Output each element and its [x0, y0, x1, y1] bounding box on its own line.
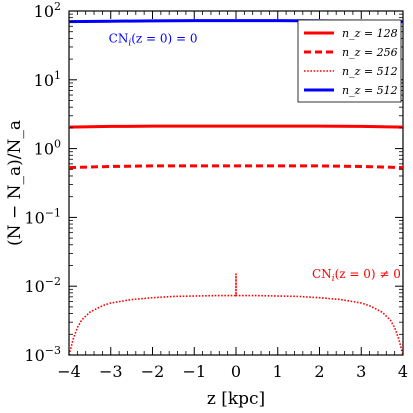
x-tick-label: −1 [182, 362, 206, 381]
y-tick-label: 102 [34, 0, 61, 21]
annotation-2: CNi(z = 0) ≠ 0 [312, 267, 401, 284]
x-tick-label: 0 [231, 362, 241, 381]
x-tick-label: 1 [273, 362, 283, 381]
x-tick-label: 2 [314, 362, 324, 381]
ticks-layer: −4 −3 −2 −1 0 1 2 3 4 10−3 10−2 10−1 100 101 102 [24, 0, 408, 381]
series-line-1 [68, 124, 404, 129]
y-axis-label: (N − N_a)/N_a [5, 120, 25, 246]
x-tick-label: −3 [99, 362, 123, 381]
legend-label-2: n_z = 256 [342, 46, 398, 59]
y-tick-label: 101 [34, 69, 61, 90]
legend-label-1: n_z = 128 [342, 27, 398, 40]
y-tick-label: 10−3 [24, 344, 61, 365]
series-line-3 [68, 273, 404, 356]
legend-label-3: n_z = 512 [342, 65, 398, 78]
x-tick-label: −4 [57, 362, 81, 381]
x-tick-label: 4 [398, 362, 408, 381]
y-tick-label: 100 [34, 138, 61, 159]
y-tick-label: 10−1 [24, 206, 61, 227]
x-tick-label: 3 [356, 362, 366, 381]
y-tick-label: 10−2 [24, 275, 61, 296]
series-line-2 [68, 164, 404, 170]
annotations-layer: CNi(z = 0) = 0 CNi(z = 0) ≠ 0 [109, 31, 401, 284]
x-tick-label: −2 [141, 362, 165, 381]
legend-label-4: n_z = 512 [342, 84, 398, 97]
x-axis-label: z [kpc] [207, 389, 265, 409]
legend: n_z = 128 n_z = 256 n_z = 512 n_z = 512 [297, 19, 402, 103]
annotation-1: CNi(z = 0) = 0 [109, 31, 198, 48]
